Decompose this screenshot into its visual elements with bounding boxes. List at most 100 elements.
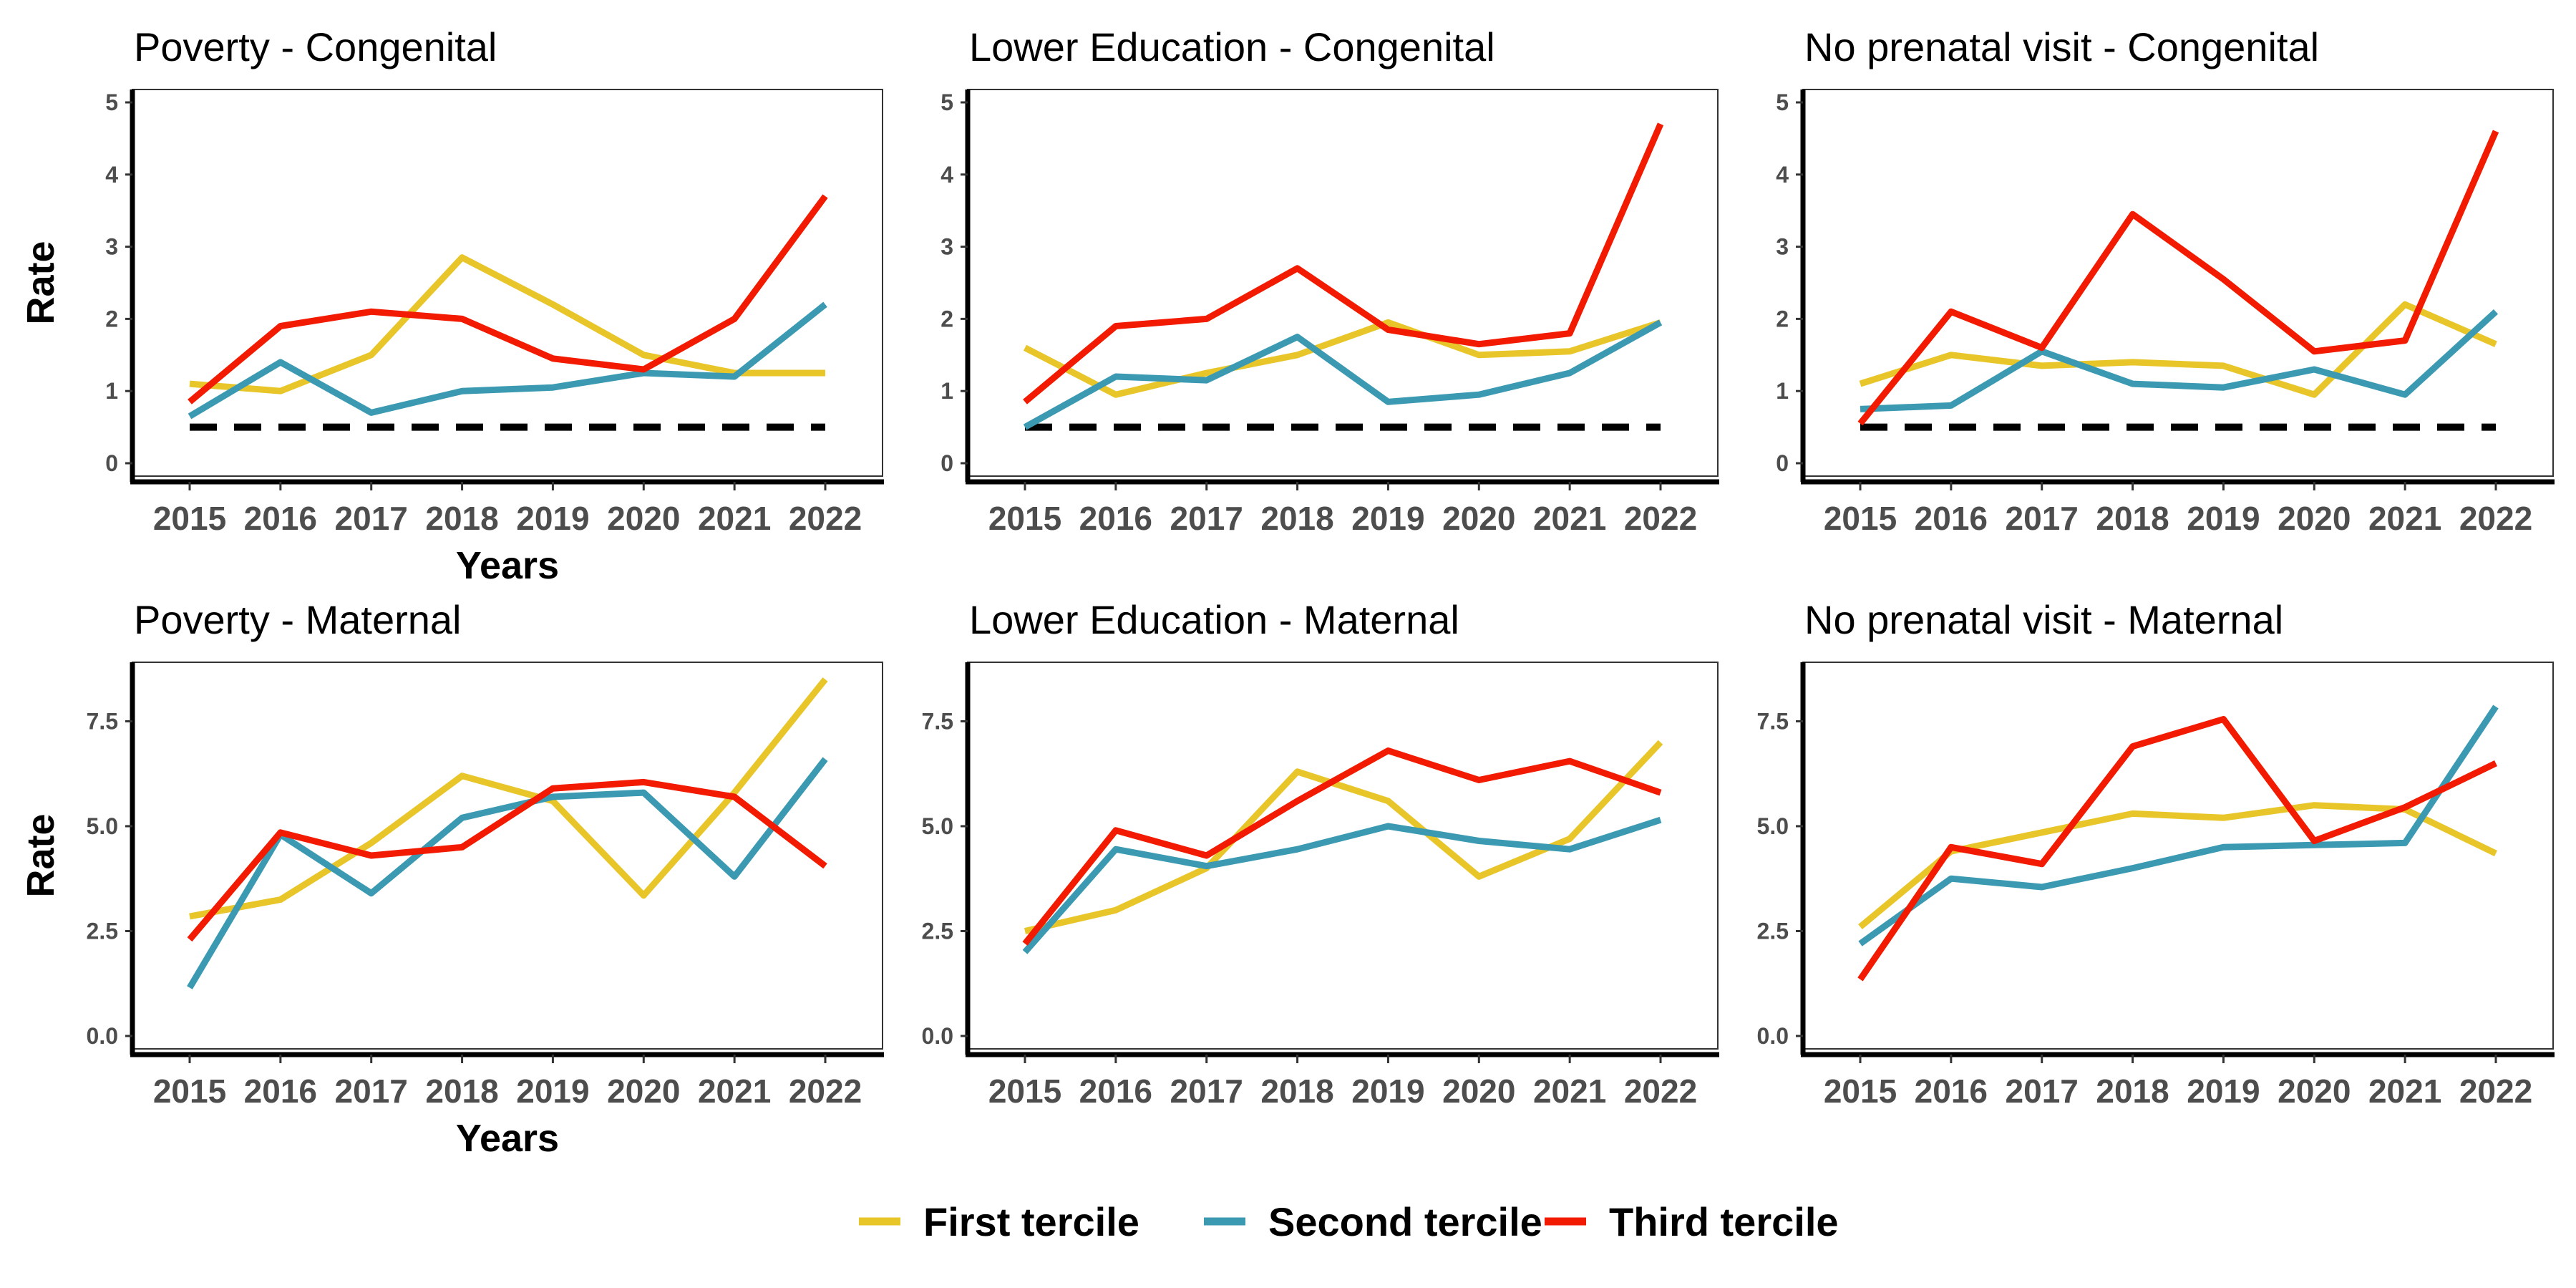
x-tick-label: 2019 <box>2187 500 2260 537</box>
x-tick-label: 2016 <box>1915 1072 1988 1110</box>
y-tick-label: 5 <box>941 89 953 115</box>
y-tick-label: 0.0 <box>87 1023 118 1049</box>
y-tick-label: 2 <box>941 306 953 331</box>
x-tick-label: 2017 <box>2006 500 2079 537</box>
x-tick-label: 2017 <box>2006 1072 2079 1110</box>
series-line-first-tercile <box>189 254 825 394</box>
x-tick-label: 2015 <box>153 1072 226 1110</box>
series-line-second-tercile <box>1860 309 2499 412</box>
y-tick-label: 2 <box>105 306 118 331</box>
legend-label: First tercile <box>923 1199 1139 1244</box>
panel-5: Lower Education - Maternal 0.0 2.5 5.0 7.5 20… <box>922 597 1719 1110</box>
series-line-third-tercile <box>1022 747 1662 946</box>
y-tick-label: 5.0 <box>922 813 953 839</box>
y-tick-label: 0.0 <box>1757 1023 1789 1049</box>
x-tick-label: 2018 <box>2096 1072 2169 1110</box>
x-tick-label: 2020 <box>607 500 680 537</box>
y-tick-label: 1 <box>941 378 953 404</box>
x-tick-label: 2019 <box>516 1072 589 1110</box>
panel-title: No prenatal visit - Maternal <box>1804 597 2283 642</box>
series-line-third-tercile <box>1857 130 2499 426</box>
x-tick-label: 2020 <box>607 1072 680 1110</box>
panel-border <box>967 662 1719 1050</box>
x-tick-label: 2022 <box>1624 1072 1697 1110</box>
x-tick-label: 2016 <box>1079 500 1152 537</box>
x-tick-label: 2019 <box>516 500 589 537</box>
y-tick-label: 3 <box>105 234 118 260</box>
panel-title: Lower Education - Congenital <box>969 24 1495 69</box>
x-tick-label: 2021 <box>1533 1072 1606 1110</box>
y-tick-label: 0 <box>1776 450 1789 476</box>
series-line-second-tercile <box>187 757 828 989</box>
y-tick-label: 5.0 <box>87 813 118 839</box>
y-tick-label: 0 <box>105 450 118 476</box>
y-tick-label: 4 <box>105 162 118 188</box>
series-line-first-tercile <box>1859 301 2497 398</box>
y-tick-label: 5 <box>1776 89 1789 115</box>
y-tick-label: 0.0 <box>922 1023 953 1049</box>
panel-title: Poverty - Maternal <box>134 597 462 642</box>
y-tick-label: 3 <box>941 234 953 260</box>
panel-border <box>967 89 1719 477</box>
y-tick-label: 3 <box>1776 234 1789 260</box>
series-line-third-tercile <box>188 194 828 405</box>
series-line-first-tercile <box>189 677 828 920</box>
x-tick-label: 2022 <box>2459 500 2532 537</box>
x-axis-title: Years <box>456 544 559 587</box>
x-tick-label: 2015 <box>988 500 1061 537</box>
x-tick-label: 2022 <box>789 1072 862 1110</box>
panel-title: Poverty - Congenital <box>134 24 497 69</box>
x-tick-label: 2019 <box>2187 1072 2260 1110</box>
series-line-first-tercile <box>1858 802 2497 930</box>
x-tick-label: 2022 <box>2459 1072 2532 1110</box>
x-tick-label: 2021 <box>2368 1072 2441 1110</box>
legend-label: Second tercile <box>1268 1199 1542 1244</box>
x-tick-label: 2021 <box>1533 500 1606 537</box>
series-line-second-tercile <box>1022 816 1662 954</box>
x-tick-label: 2017 <box>335 1072 408 1110</box>
legend-label: Third tercile <box>1609 1199 1839 1244</box>
y-tick-label: 4 <box>1776 162 1789 188</box>
x-tick-label: 2015 <box>988 1072 1061 1110</box>
x-tick-label: 2020 <box>1442 1072 1515 1110</box>
x-tick-label: 2017 <box>335 500 408 537</box>
y-tick-label: 1 <box>1776 378 1789 404</box>
y-tick-label: 5.0 <box>1757 813 1789 839</box>
x-tick-label: 2022 <box>1624 500 1697 537</box>
panel-4: Poverty - Maternal 0.0 2.5 5.0 7.5 2015 2016 20… <box>19 597 884 1160</box>
legend: First tercile Second tercile Third tercile <box>859 1199 1839 1244</box>
series-line-third-tercile <box>187 778 827 942</box>
panel-title: No prenatal visit - Congenital <box>1804 24 2319 69</box>
x-tick-label: 2016 <box>1079 1072 1152 1110</box>
x-tick-label: 2016 <box>1915 500 1988 537</box>
y-tick-label: 7.5 <box>922 708 953 734</box>
panel-border <box>132 662 883 1050</box>
y-axis-title: Rate <box>19 813 62 897</box>
x-tick-label: 2021 <box>698 1072 771 1110</box>
y-tick-label: 7.5 <box>1757 708 1789 734</box>
y-tick-label: 2.5 <box>87 918 118 944</box>
panel-border <box>1802 89 2554 477</box>
y-tick-label: 2 <box>1776 306 1789 331</box>
panel-1: Poverty - Congenital 0 1 2 3 4 5 2015 2016 2017 20… <box>19 24 884 587</box>
x-tick-label: 2016 <box>244 1072 317 1110</box>
series-line-third-tercile <box>1023 122 1664 405</box>
panel-3: No prenatal visit - Congenital 0 1 2 3 4 5 2015… <box>1776 24 2555 537</box>
y-tick-label: 2.5 <box>1757 918 1789 944</box>
x-tick-label: 2019 <box>1351 500 1424 537</box>
panel-6: No prenatal visit - Maternal 0.0 2.5 5.0 7.5… <box>1757 597 2555 1110</box>
y-tick-label: 2.5 <box>922 918 953 944</box>
x-tick-label: 2017 <box>1170 1072 1243 1110</box>
x-tick-label: 2021 <box>2368 500 2441 537</box>
x-tick-label: 2015 <box>1824 500 1897 537</box>
x-tick-label: 2020 <box>1442 500 1515 537</box>
x-tick-label: 2018 <box>2096 500 2169 537</box>
series-line-third-tercile <box>1857 716 2497 982</box>
y-tick-label: 0 <box>941 450 953 476</box>
x-tick-label: 2018 <box>1260 500 1333 537</box>
x-tick-label: 2016 <box>244 500 317 537</box>
x-tick-label: 2020 <box>2278 500 2351 537</box>
x-tick-label: 2018 <box>1260 1072 1333 1110</box>
y-tick-label: 5 <box>105 89 118 115</box>
y-tick-label: 4 <box>941 162 953 188</box>
